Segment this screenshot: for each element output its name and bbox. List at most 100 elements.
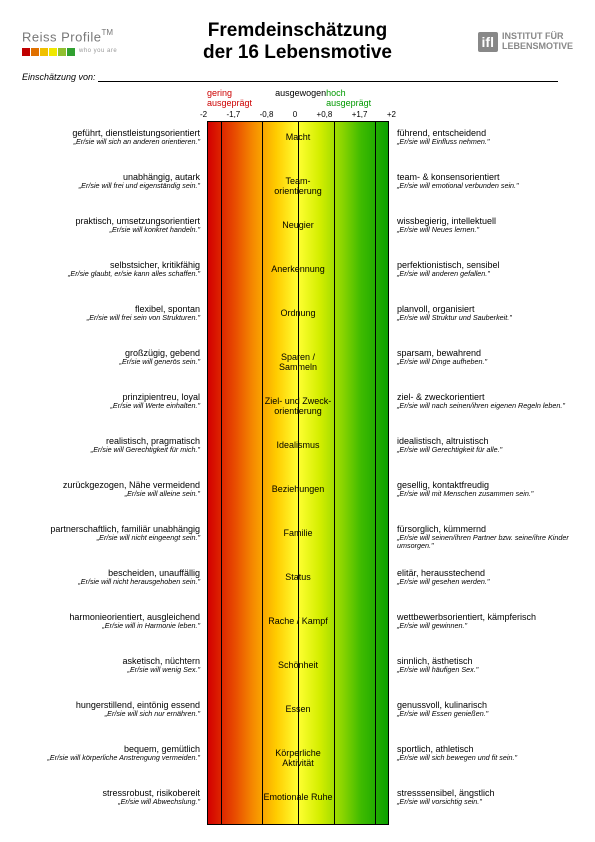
right-quote: „Er/sie will gewinnen.": [397, 622, 575, 630]
brand-name: Reiss Profile: [22, 30, 101, 45]
left-pole: realistisch, pragmatisch„Er/sie will Ger…: [22, 429, 200, 454]
right-quote: „Er/sie will seinen/ihren Partner bzw. s…: [397, 534, 575, 550]
left-quote: „Er/sie will konkret handeln.": [22, 226, 200, 234]
left-pole: unabhängig, autark„Er/sie will frei und …: [22, 165, 200, 190]
right-quote: „Er/sie will Neues lernen.": [397, 226, 575, 234]
right-quote: „Er/sie will Essen genießen.": [397, 710, 575, 718]
motive-name: Status: [207, 561, 389, 583]
right-quote: „Er/sie will Gerechtigkeit für alle.": [397, 446, 575, 454]
right-pole: sinnlich, ästhetisch„Er/sie will häufige…: [397, 649, 575, 674]
left-quote: „Er/sie will generös sein.": [22, 358, 200, 366]
motive-name: Familie: [207, 517, 389, 539]
left-quote: „Er/sie will alleine sein.": [22, 490, 200, 498]
right-pole: genussvoll, kulinarisch„Er/sie will Esse…: [397, 693, 575, 718]
ifl-abbr: ifl: [478, 32, 498, 52]
left-pole: praktisch, umsetzungsorientiert„Er/sie w…: [22, 209, 200, 234]
chart-area: geführt, dienstleistungsorientiert„Er/si…: [207, 121, 573, 825]
rater-line: Einschätzung von:: [22, 72, 573, 82]
logo-ifl: ifl INSTITUT FÜR LEBENSMOTIVE: [443, 32, 573, 52]
motive-name: Schönheit: [207, 649, 389, 671]
motive-name: Sparen /Sammeln: [207, 341, 389, 373]
right-quote: „Er/sie will Dinge aufheben.": [397, 358, 575, 366]
right-pole: elitär, herausstechend„Er/sie will geseh…: [397, 561, 575, 586]
motive-row: geführt, dienstleistungsorientiert„Er/si…: [207, 121, 573, 165]
left-pole: bescheiden, unauffällig„Er/sie will nich…: [22, 561, 200, 586]
left-pole: großzügig, gebend„Er/sie will generös se…: [22, 341, 200, 366]
right-quote: „Er/sie will Einfluss nehmen.": [397, 138, 575, 146]
motive-name: Anerkennung: [207, 253, 389, 275]
right-quote: „Er/sie will gesehen werden.": [397, 578, 575, 586]
left-pole: bequem, gemütlich„Er/sie will körperlich…: [22, 737, 200, 762]
motive-row: realistisch, pragmatisch„Er/sie will Ger…: [207, 429, 573, 473]
motive-name: Ordnung: [207, 297, 389, 319]
left-pole: geführt, dienstleistungsorientiert„Er/si…: [22, 121, 200, 146]
motive-rows: geführt, dienstleistungsorientiert„Er/si…: [207, 121, 573, 825]
motive-row: unabhängig, autark„Er/sie will frei und …: [207, 165, 573, 209]
motive-name: Emotionale Ruhe: [207, 781, 389, 803]
left-quote: „Er/sie will Werte einhalten.": [22, 402, 200, 410]
motive-row: großzügig, gebend„Er/sie will generös se…: [207, 341, 573, 385]
left-quote: „Er/sie will in Harmonie leben.": [22, 622, 200, 630]
scale-mid: ausgewogen: [275, 88, 326, 108]
motive-name: Idealismus: [207, 429, 389, 451]
right-pole: team- & konsensorientiert„Er/sie will em…: [397, 165, 575, 190]
left-quote: „Er/sie will frei sein von Strukturen.": [22, 314, 200, 322]
tick-label: -1,7: [226, 110, 240, 119]
left-pole: partnerschaftlich, familiär unabhängig„E…: [22, 517, 200, 542]
scale-labels: gering ausgeprägt ausgewogen hoch ausgep…: [207, 88, 389, 108]
motive-row: asketisch, nüchtern„Er/sie will wenig Se…: [207, 649, 573, 693]
left-pole: flexibel, spontan„Er/sie will frei sein …: [22, 297, 200, 322]
right-quote: „Er/sie will nach seinen/ihren eigenen R…: [397, 402, 575, 410]
scale-low: gering ausgeprägt: [207, 88, 275, 108]
motive-name: Macht: [207, 121, 389, 143]
motive-name: Ziel- und Zweck-orientierung: [207, 385, 389, 417]
right-pole: stresssensibel, ängstlich„Er/sie will vo…: [397, 781, 575, 806]
left-quote: „Er/sie will sich an anderen orientieren…: [22, 138, 200, 146]
left-pole: hungerstillend, eintönig essend„Er/sie w…: [22, 693, 200, 718]
left-pole: stressrobust, risikobereit„Er/sie will A…: [22, 781, 200, 806]
motive-row: selbstsicher, kritikfähig„Er/sie glaubt,…: [207, 253, 573, 297]
rater-input-line[interactable]: [98, 72, 558, 82]
right-pole: wettbewerbsorientiert, kämpferisch„Er/si…: [397, 605, 575, 630]
motive-row: stressrobust, risikobereit„Er/sie will A…: [207, 781, 573, 825]
motive-row: flexibel, spontan„Er/sie will frei sein …: [207, 297, 573, 341]
logo-reiss: Reiss ProfileTM who you are: [22, 28, 152, 55]
right-pole: fürsorglich, kümmernd„Er/sie will seinen…: [397, 517, 575, 550]
right-pole: führend, entscheidend„Er/sie will Einflu…: [397, 121, 575, 146]
motive-row: harmonieorientiert, ausgleichend„Er/sie …: [207, 605, 573, 649]
tick-label: -2: [200, 110, 207, 119]
right-quote: „Er/sie will Struktur und Sauberkeit.": [397, 314, 575, 322]
right-pole: sportlich, athletisch„Er/sie will sich b…: [397, 737, 575, 762]
motive-name: Rache / Kampf: [207, 605, 389, 627]
left-pole: selbstsicher, kritikfähig„Er/sie glaubt,…: [22, 253, 200, 278]
page-title: Fremdeinschätzung der 16 Lebensmotive: [152, 20, 443, 64]
right-quote: „Er/sie will vorsichtig sein.": [397, 798, 575, 806]
motive-row: hungerstillend, eintönig essend„Er/sie w…: [207, 693, 573, 737]
tick-label: -0,8: [260, 110, 274, 119]
left-pole: harmonieorientiert, ausgleichend„Er/sie …: [22, 605, 200, 630]
right-pole: sparsam, bewahrend„Er/sie will Dinge auf…: [397, 341, 575, 366]
tick-label: 0: [293, 110, 297, 119]
left-pole: asketisch, nüchtern„Er/sie will wenig Se…: [22, 649, 200, 674]
brand-color-boxes: [22, 48, 75, 56]
motive-name: Beziehungen: [207, 473, 389, 495]
left-quote: „Er/sie will Abwechslung.": [22, 798, 200, 806]
left-pole: zurückgezogen, Nähe vermeidend„Er/sie wi…: [22, 473, 200, 498]
right-pole: gesellig, kontaktfreudig„Er/sie will mit…: [397, 473, 575, 498]
right-quote: „Er/sie will emotional verbunden sein.": [397, 182, 575, 190]
title-line2: der 16 Lebensmotive: [203, 42, 392, 63]
right-quote: „Er/sie will häufigen Sex.": [397, 666, 575, 674]
left-quote: „Er/sie glaubt, er/sie kann alles schaff…: [22, 270, 200, 278]
right-quote: „Er/sie will mit Menschen zusammen sein.…: [397, 490, 575, 498]
left-quote: „Er/sie will wenig Sex.": [22, 666, 200, 674]
motive-name: Neugier: [207, 209, 389, 231]
motive-name: Team-orientierung: [207, 165, 389, 197]
motive-row: bequem, gemütlich„Er/sie will körperlich…: [207, 737, 573, 781]
right-pole: wissbegierig, intellektuell„Er/sie will …: [397, 209, 575, 234]
left-quote: „Er/sie will sich nur ernähren.": [22, 710, 200, 718]
motive-row: partnerschaftlich, familiär unabhängig„E…: [207, 517, 573, 561]
left-quote: „Er/sie will Gerechtigkeit für mich.": [22, 446, 200, 454]
right-pole: planvoll, organisiert„Er/sie will Strukt…: [397, 297, 575, 322]
motive-row: bescheiden, unauffällig„Er/sie will nich…: [207, 561, 573, 605]
left-quote: „Er/sie will nicht eingeengt sein.": [22, 534, 200, 542]
